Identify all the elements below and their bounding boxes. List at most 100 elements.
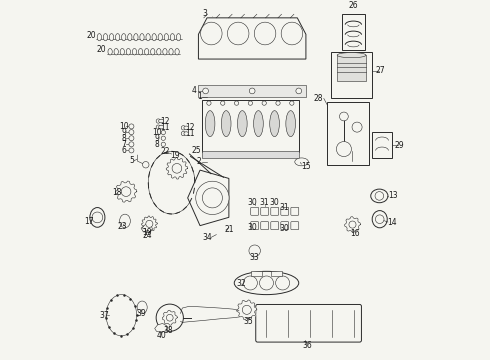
Circle shape [146, 220, 153, 228]
Text: 2: 2 [197, 157, 201, 166]
Ellipse shape [126, 49, 130, 55]
Circle shape [375, 192, 384, 200]
Text: 40: 40 [156, 331, 166, 340]
Bar [271, 271, 282, 276]
Ellipse shape [169, 49, 173, 55]
Circle shape [156, 125, 160, 129]
Text: 35: 35 [243, 317, 253, 326]
Text: 36: 36 [303, 341, 313, 350]
Text: 1: 1 [197, 92, 201, 101]
Ellipse shape [140, 33, 144, 41]
Circle shape [249, 245, 260, 256]
Circle shape [181, 131, 186, 136]
Ellipse shape [114, 49, 119, 55]
Ellipse shape [132, 49, 137, 55]
Text: 37: 37 [99, 311, 109, 320]
Text: 14: 14 [387, 218, 397, 227]
Circle shape [260, 276, 273, 290]
Text: 12: 12 [185, 123, 195, 132]
FancyBboxPatch shape [291, 207, 299, 215]
Polygon shape [188, 170, 229, 226]
Text: 38: 38 [164, 326, 173, 335]
Text: 6: 6 [121, 146, 126, 155]
Circle shape [129, 136, 134, 141]
Ellipse shape [157, 49, 161, 55]
Ellipse shape [372, 211, 387, 228]
Text: 30: 30 [270, 198, 279, 207]
Circle shape [156, 304, 183, 331]
FancyBboxPatch shape [271, 207, 279, 215]
Text: 20: 20 [87, 31, 97, 40]
Ellipse shape [159, 119, 164, 123]
FancyBboxPatch shape [281, 222, 289, 230]
Polygon shape [198, 18, 306, 59]
Text: 27: 27 [375, 66, 385, 75]
Ellipse shape [184, 126, 189, 130]
Ellipse shape [134, 33, 138, 41]
Ellipse shape [176, 33, 181, 41]
Text: 9: 9 [154, 134, 159, 143]
Text: 21: 21 [224, 225, 234, 234]
FancyBboxPatch shape [202, 100, 299, 152]
Text: 20: 20 [97, 45, 106, 54]
Ellipse shape [159, 125, 164, 129]
Circle shape [375, 215, 384, 224]
FancyBboxPatch shape [291, 222, 299, 230]
Circle shape [202, 188, 222, 208]
FancyBboxPatch shape [281, 207, 289, 215]
Text: 16: 16 [350, 229, 360, 238]
Text: 11: 11 [185, 129, 195, 138]
Ellipse shape [146, 33, 150, 41]
Circle shape [161, 142, 166, 147]
Text: 31: 31 [280, 203, 289, 212]
FancyBboxPatch shape [256, 305, 362, 342]
Text: 32: 32 [237, 279, 246, 288]
Ellipse shape [254, 111, 263, 136]
Circle shape [352, 122, 362, 132]
Circle shape [161, 136, 166, 140]
Text: 10: 10 [119, 122, 128, 131]
Circle shape [92, 212, 103, 223]
Circle shape [129, 130, 134, 135]
Text: 19: 19 [171, 150, 180, 159]
Text: 29: 29 [395, 140, 405, 149]
Polygon shape [237, 300, 257, 320]
Ellipse shape [116, 33, 120, 41]
Text: 18: 18 [112, 188, 122, 197]
Text: 26: 26 [348, 1, 358, 10]
Circle shape [129, 142, 134, 147]
Ellipse shape [175, 49, 179, 55]
Circle shape [340, 112, 348, 121]
Ellipse shape [97, 33, 101, 41]
Text: 8: 8 [154, 140, 159, 149]
Ellipse shape [109, 33, 114, 41]
Ellipse shape [281, 22, 303, 45]
Text: 7: 7 [121, 140, 126, 149]
Ellipse shape [120, 49, 124, 55]
Circle shape [129, 148, 134, 153]
Ellipse shape [238, 111, 247, 136]
Ellipse shape [200, 22, 222, 45]
Ellipse shape [164, 33, 169, 41]
Text: 10: 10 [152, 128, 162, 137]
Polygon shape [142, 216, 157, 232]
Circle shape [161, 130, 166, 135]
Circle shape [242, 305, 251, 314]
Ellipse shape [145, 49, 149, 55]
Ellipse shape [270, 111, 279, 136]
Ellipse shape [108, 49, 112, 55]
Ellipse shape [137, 301, 147, 314]
Text: 30: 30 [279, 224, 289, 233]
Text: 30: 30 [247, 198, 257, 207]
Ellipse shape [90, 208, 105, 227]
Text: 22: 22 [161, 147, 170, 156]
Bar [251, 271, 262, 276]
Ellipse shape [150, 49, 155, 55]
Text: 25: 25 [191, 145, 201, 154]
Circle shape [248, 101, 252, 105]
Circle shape [262, 101, 267, 105]
Text: 11: 11 [160, 123, 170, 132]
Ellipse shape [158, 33, 162, 41]
Text: 3: 3 [202, 9, 207, 18]
Text: 34: 34 [202, 233, 212, 242]
